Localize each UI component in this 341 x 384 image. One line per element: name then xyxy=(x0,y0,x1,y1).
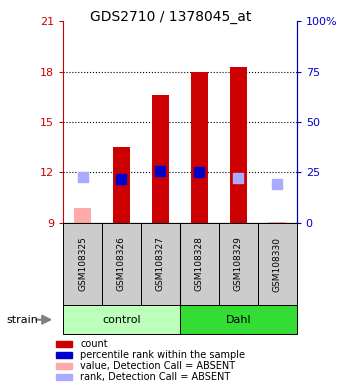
Text: percentile rank within the sample: percentile rank within the sample xyxy=(80,350,245,360)
Bar xyxy=(56,341,72,347)
Text: control: control xyxy=(102,314,141,325)
Point xyxy=(236,175,241,181)
Bar xyxy=(152,95,169,223)
Bar xyxy=(180,305,297,334)
Point xyxy=(158,169,163,175)
Bar xyxy=(268,222,286,223)
Text: GSM108329: GSM108329 xyxy=(234,237,243,291)
Text: GDS2710 / 1378045_at: GDS2710 / 1378045_at xyxy=(90,10,251,23)
Bar xyxy=(102,223,141,305)
Text: value, Detection Call = ABSENT: value, Detection Call = ABSENT xyxy=(80,361,235,371)
Bar xyxy=(141,223,180,305)
Point xyxy=(119,176,124,182)
Point xyxy=(197,169,202,175)
Point xyxy=(80,174,85,180)
Bar xyxy=(180,223,219,305)
Bar xyxy=(56,363,72,369)
Bar xyxy=(74,208,91,223)
Text: strain: strain xyxy=(7,314,39,325)
Bar xyxy=(113,147,130,223)
Bar xyxy=(191,71,208,223)
Text: rank, Detection Call = ABSENT: rank, Detection Call = ABSENT xyxy=(80,372,231,382)
Point xyxy=(275,181,280,187)
Bar xyxy=(63,305,180,334)
Bar xyxy=(56,352,72,358)
Text: GSM108327: GSM108327 xyxy=(156,237,165,291)
Bar xyxy=(219,223,258,305)
Text: GSM108330: GSM108330 xyxy=(273,237,282,291)
Text: count: count xyxy=(80,339,108,349)
Bar xyxy=(258,223,297,305)
Bar xyxy=(63,223,102,305)
Text: Dahl: Dahl xyxy=(225,314,251,325)
Bar xyxy=(229,67,247,223)
Text: GSM108326: GSM108326 xyxy=(117,237,126,291)
Text: GSM108325: GSM108325 xyxy=(78,237,87,291)
Text: GSM108328: GSM108328 xyxy=(195,237,204,291)
Bar xyxy=(56,374,72,380)
